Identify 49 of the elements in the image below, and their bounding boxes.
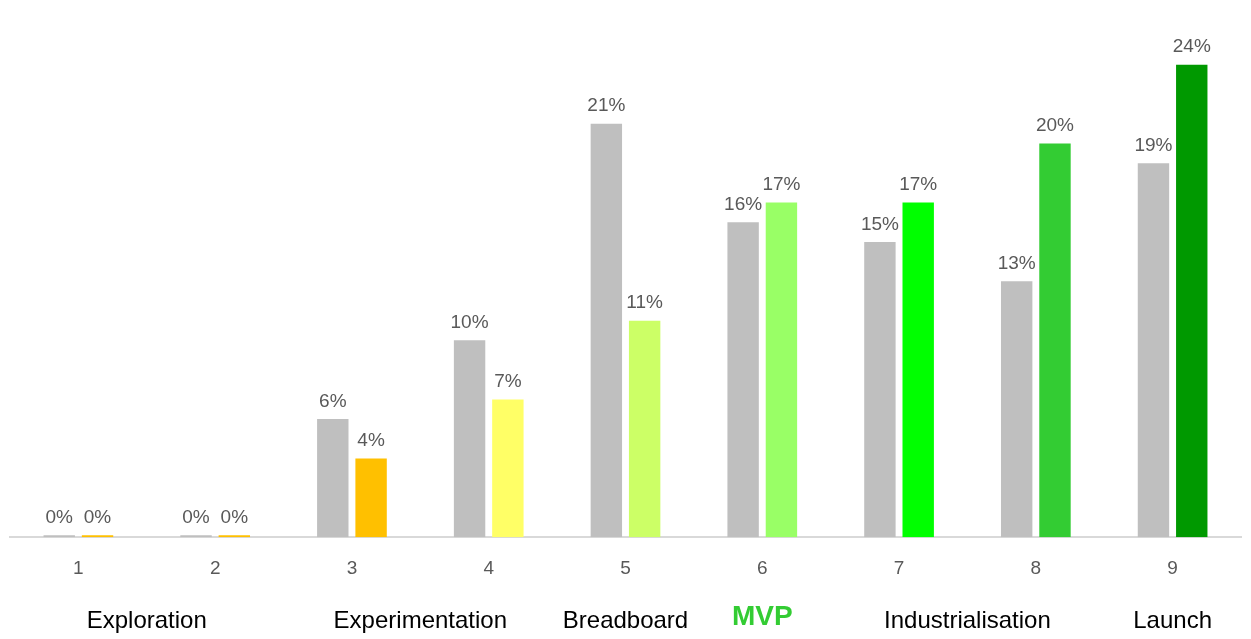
x-tick-label: 4 (483, 556, 495, 578)
data-label: 0% (45, 505, 74, 527)
bar (81, 535, 114, 538)
bar (492, 399, 524, 538)
bar (902, 202, 934, 538)
data-label: 17% (762, 173, 801, 195)
text: Breadboard (562, 606, 689, 634)
data-label: 10% (450, 311, 489, 333)
data-label: 4% (357, 429, 385, 451)
bar (1039, 143, 1071, 538)
data-label: 0% (83, 505, 112, 527)
data-label: 0% (220, 505, 249, 527)
data-label: 24% (1172, 35, 1211, 57)
data-label: 13% (997, 251, 1036, 273)
bar (590, 123, 623, 538)
bar (765, 202, 798, 538)
bar (1137, 163, 1170, 538)
bar (864, 241, 896, 538)
x-tick-label: 7 (893, 556, 905, 578)
x-tick-label: 6 (756, 556, 768, 578)
bar (355, 458, 387, 538)
data-label: 19% (1134, 133, 1173, 155)
bar (628, 320, 661, 538)
bar (1000, 281, 1033, 538)
text: Industrialisation (884, 606, 1051, 634)
data-label: 20% (1035, 114, 1075, 136)
data-label: 16% (724, 192, 763, 214)
text: Experimentation (333, 606, 508, 634)
x-tick-label: 5 (620, 556, 631, 578)
text: Launch (1133, 606, 1212, 634)
data-label: 7% (494, 370, 522, 392)
data-label: 0% (182, 505, 210, 527)
data-label: 11% (626, 291, 664, 313)
bar (317, 419, 349, 538)
bar (453, 340, 486, 538)
x-tick-label: 1 (73, 556, 84, 578)
text: MVP (731, 600, 793, 632)
data-label: 21% (587, 94, 626, 116)
data-label: 6% (319, 389, 347, 411)
x-tick-label: 9 (1167, 556, 1178, 578)
data-label: 15% (860, 212, 900, 234)
x-tick-label: 2 (209, 556, 221, 578)
bar (727, 222, 759, 538)
text: Exploration (86, 606, 207, 634)
data-label: 17% (899, 173, 938, 195)
bar (218, 535, 251, 538)
x-tick-label: 3 (346, 556, 358, 578)
x-tick-label: 8 (1030, 556, 1042, 578)
bar (1176, 64, 1208, 538)
